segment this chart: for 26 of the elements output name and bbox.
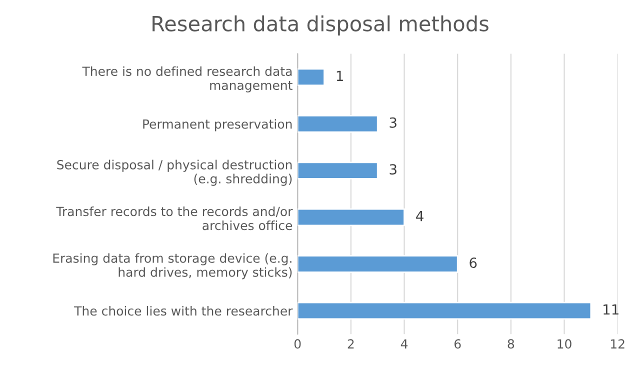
data-label: 11 [604,304,618,315]
bar [298,302,592,320]
data-label: 6 [470,258,477,268]
x-tick-label: 10 [558,339,572,349]
data-label: 3 [390,117,396,128]
chart-title: Research data disposal methods [152,15,488,36]
y-tick-label: Secure disposal / physical destruction (e.g. shredding) [57,160,292,186]
bar [298,68,325,86]
y-tick-label: Permanent preservation [143,119,292,132]
bar [298,255,458,273]
x-tick-label: 4 [400,339,408,348]
y-tick-label: Transfer records to the records and/or archives office [56,206,293,230]
x-tick-label: 12 [611,339,624,348]
data-label: 3 [390,164,396,175]
x-tick-label: 2 [348,339,354,348]
y-tick-label: There is no defined research data management [82,66,292,92]
bar [298,162,378,180]
x-tick-label: 0 [294,339,301,349]
y-tick-label: The choice lies with the researcher [74,306,293,316]
data-label: 4 [416,210,424,222]
x-tick-label: 8 [508,339,514,349]
data-label: 1 [336,70,343,81]
x-tick-label: 6 [454,339,461,349]
y-tick-label: Erasing data from storage device (e.g. hard drives, memory sticks) [53,253,292,280]
bar [298,208,405,226]
bar [298,114,378,133]
